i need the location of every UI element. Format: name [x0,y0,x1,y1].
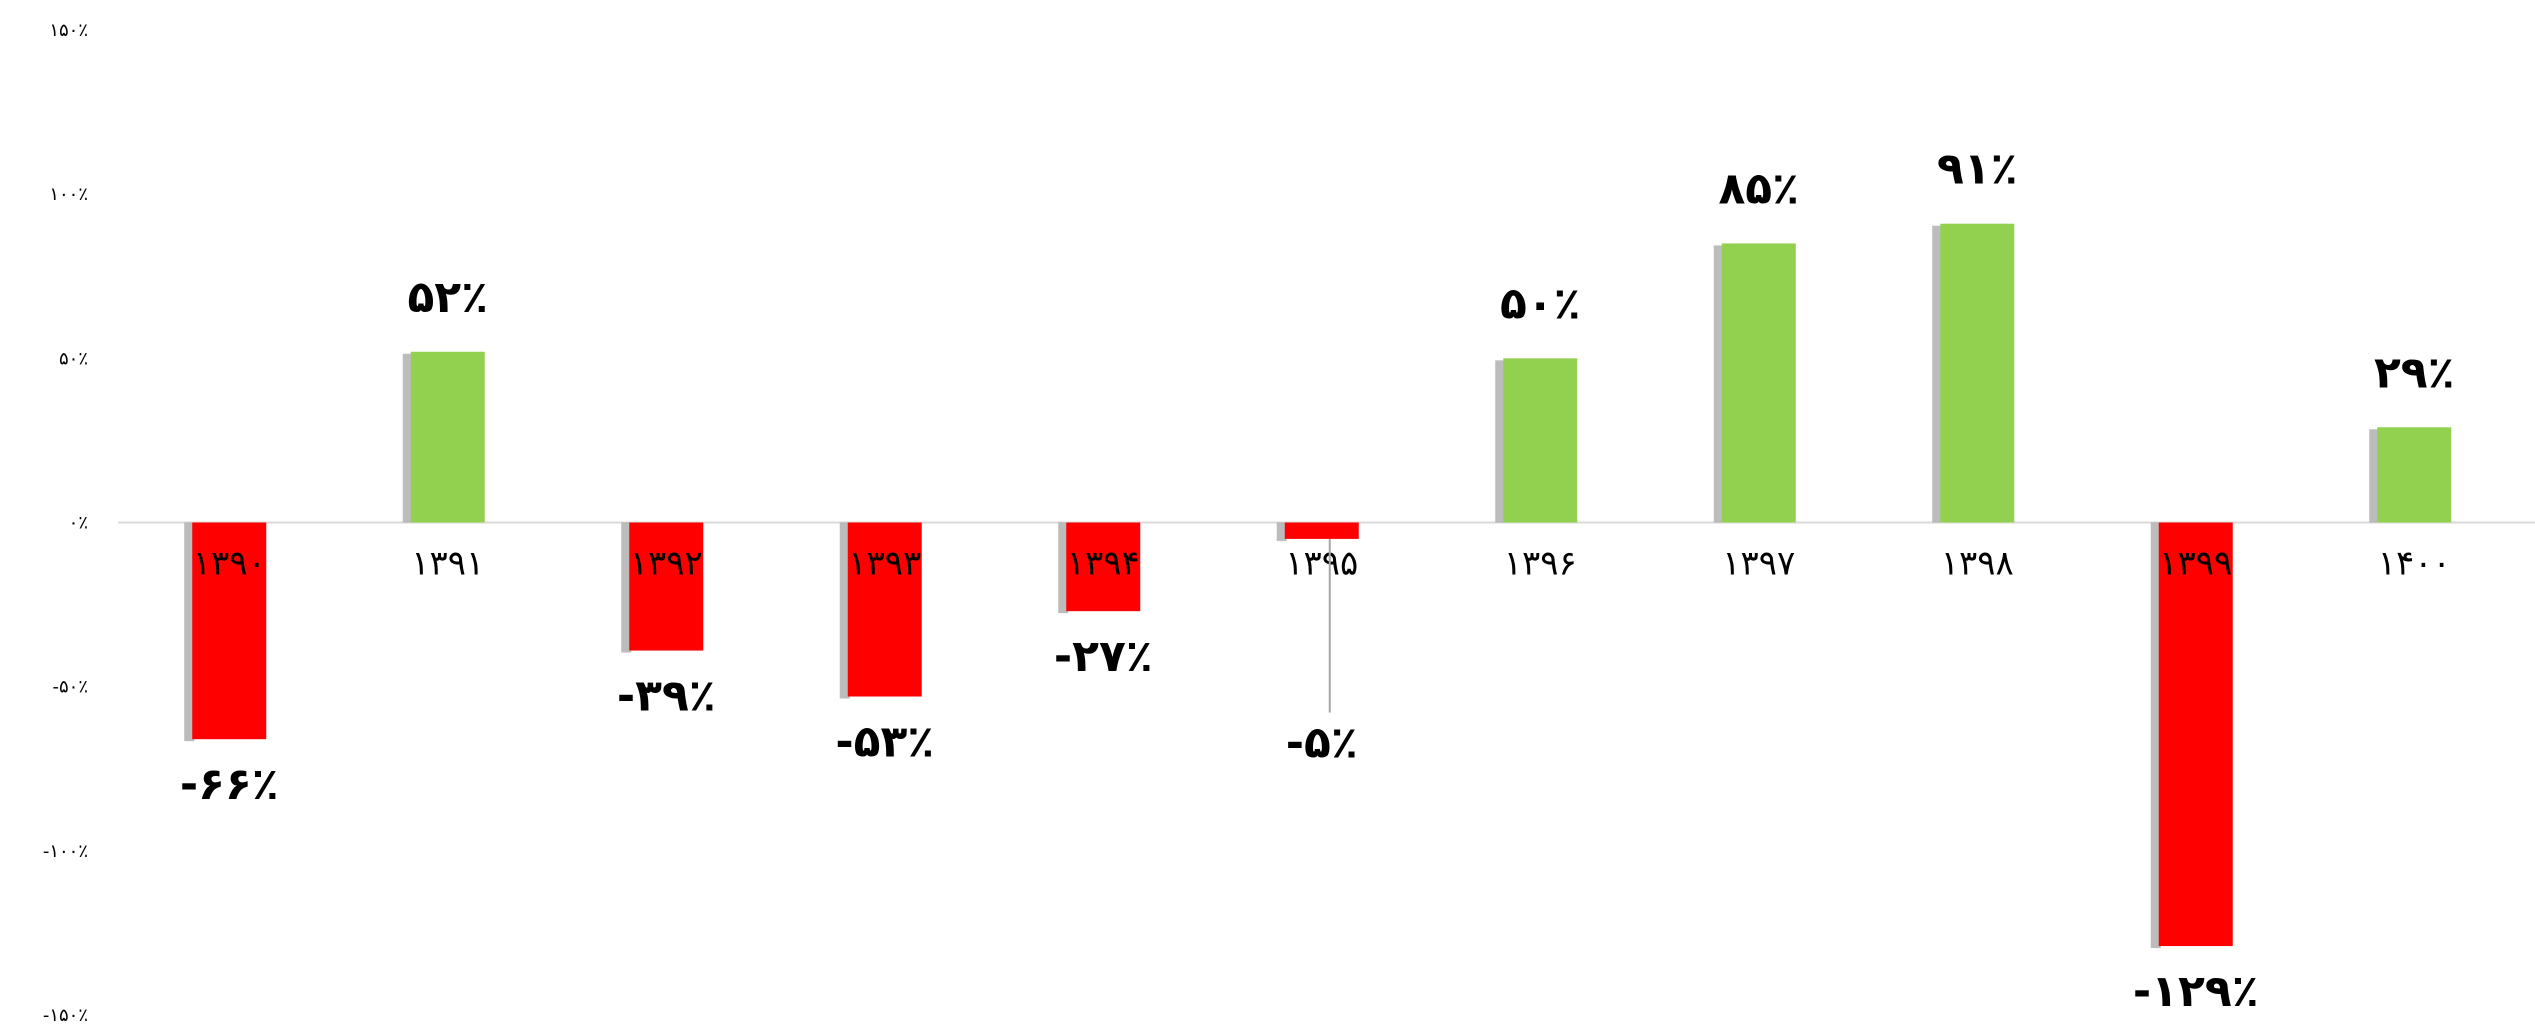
x-tick-label: ۱۳۹۴ [1067,544,1140,584]
bar-shadow [621,522,632,653]
y-tick-label: -۱۰۰٪ [43,841,88,862]
data-label: ۵۲٪ [407,272,488,323]
data-labels: -۶۶٪ ۵۲٪ -۳۹٪ -۵۳٪ -۲۷٪ -۵٪ ۵۰٪ ۸۵٪ ۹۱٪ -۱۲۹٪ ۲۹٪ [180,144,2455,1017]
bar-shadow [1713,245,1724,523]
data-label: -۳۹٪ [617,671,716,722]
y-axis: ۱۵۰٪ ۱۰۰٪ ۵۰٪ ۰٪ -۵۰٪ -۱۰۰٪ -۱۵۰٪ [43,20,88,1026]
bar-shadow [1276,522,1287,541]
x-tick-label: ۱۳۹۵ [1285,544,1358,584]
bar [1721,243,1796,523]
y-tick-label: ۰٪ [69,513,88,534]
y-tick-label: -۵۰٪ [53,677,89,698]
data-label: ۲۹٪ [2374,347,2455,398]
bar-shadow [1932,225,1943,523]
data-label: -۱۲۹٪ [2133,966,2259,1017]
y-tick-label: ۵۰٪ [59,348,88,369]
x-tick-label: ۱۳۹۱ [411,544,484,584]
x-axis: ۱۳۹۰ ۱۳۹۱ ۱۳۹۲ ۱۳۹۳ ۱۳۹۴ ۱۳۹۵ ۱۳۹۶ ۱۳۹۷ ۱۳۹۸ ۱۳۹۹… [193,544,2451,584]
x-tick-label: ۱۳۹۰ [193,544,266,584]
bar [1066,522,1141,612]
y-tick-label: -۱۵۰٪ [43,1005,88,1026]
bar [1503,358,1578,523]
bar-shadow [2369,429,2380,523]
bar-shadow [1058,522,1069,614]
x-tick-label: ۱۳۹۷ [1722,544,1795,584]
data-label: -۵٪ [1286,718,1358,769]
bar [2377,427,2452,523]
data-label: -۲۷٪ [1054,631,1153,682]
bar [410,351,485,523]
bar-shadow [2150,522,2161,949]
x-tick-label: ۱۳۹۹ [2159,544,2232,584]
x-tick-label: ۱۳۹۸ [1941,544,2014,584]
bars [184,223,2452,949]
y-tick-label: ۱۵۰٪ [49,20,88,41]
data-label: -۵۳٪ [835,717,934,768]
bar [192,522,267,740]
bar [2158,522,2233,947]
bar [1940,223,2015,523]
bar-shadow [839,522,850,699]
x-tick-label: ۱۳۹۶ [1504,544,1577,584]
bar [1284,522,1359,539]
bar [629,522,704,651]
x-tick-label: ۱۳۹۳ [848,544,921,584]
x-tick-label: ۱۳۹۲ [630,544,703,584]
data-label: -۶۶٪ [180,759,279,810]
data-label: ۵۰٪ [1500,278,1581,329]
x-tick-label: ۱۴۰۰ [2378,544,2451,584]
data-label: ۸۵٪ [1718,163,1799,214]
bar-shadow [402,353,413,523]
bar-shadow [1495,360,1506,523]
y-tick-label: ۱۰۰٪ [49,184,88,205]
bar [847,522,922,697]
data-label: ۹۱٪ [1937,144,2018,195]
bar-shadow [184,522,195,742]
